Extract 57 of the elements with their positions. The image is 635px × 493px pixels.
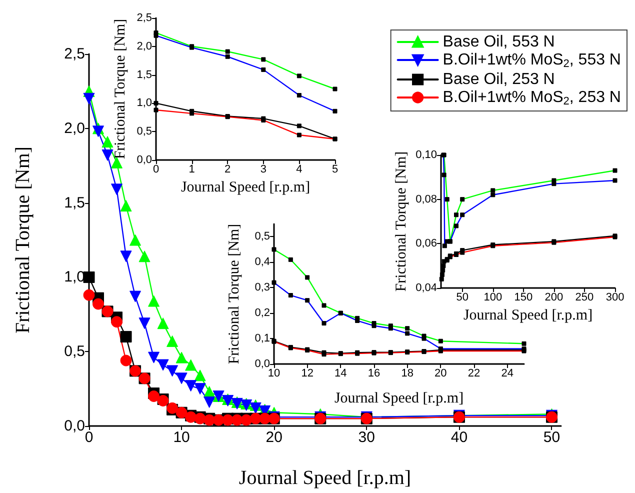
legend-label: Base Oil, 253 N xyxy=(442,71,555,88)
x-tick-label: 16 xyxy=(368,368,380,380)
y-tick-label: 0,5 xyxy=(254,230,270,243)
y-tick-label: 1,5 xyxy=(136,68,152,81)
x-tick-label: 24 xyxy=(501,368,514,380)
y-tick-label: 0,3 xyxy=(254,282,270,294)
x-tick-label: 200 xyxy=(544,292,564,304)
y-tick-label: 0,4 xyxy=(254,256,270,268)
x-tick-label: 10 xyxy=(173,429,190,446)
y-tick-label: 2,0 xyxy=(64,120,85,137)
y-tick-label: 0,0 xyxy=(64,418,85,434)
y-tick-label: 1,0 xyxy=(136,97,152,110)
y-tick-label: 0,5 xyxy=(64,343,85,360)
x-tick-label: 250 xyxy=(575,292,594,304)
x-tick-label: 0 xyxy=(84,429,94,446)
x-tick-label: 40 xyxy=(450,429,468,446)
y-tick-label: 0,2 xyxy=(254,307,270,320)
y-tick-label: 0,0 xyxy=(254,358,270,370)
x-tick-label: 2 xyxy=(224,164,231,176)
x-tick-label: 300 xyxy=(606,292,624,304)
x-tick-label: 0 xyxy=(152,164,160,176)
x-tick-label: 4 xyxy=(296,164,302,176)
x-tick-label: 18 xyxy=(401,368,414,380)
y-tick-label: 2,0 xyxy=(136,40,152,52)
y-tick-label: 1,5 xyxy=(64,194,85,212)
y-axis-title: Frictional Torque [Nm] xyxy=(394,151,410,292)
x-tick-label: 12 xyxy=(301,368,314,380)
y-tick-label: 0,04 xyxy=(416,282,437,294)
y-tick-label: 0,1 xyxy=(254,332,270,345)
x-axis-title: Journal Speed [r.p.m] xyxy=(334,390,464,406)
y-tick-label: 0,10 xyxy=(416,149,437,161)
y-axis-title: Frictional Torque [Nm] xyxy=(12,146,34,334)
x-tick-label: 150 xyxy=(514,292,533,304)
x-axis-title: Journal Speed [r.p.m] xyxy=(238,467,412,489)
y-tick-label: 0,5 xyxy=(136,126,152,138)
x-tick-label: 14 xyxy=(334,368,347,380)
x-axis-title: Journal Speed [r.p.m] xyxy=(463,308,593,324)
x-tick-label: 1 xyxy=(188,164,195,176)
y-tick-label: 2,5 xyxy=(136,12,152,24)
y-axis-title: Frictional Torque [Nm] xyxy=(112,18,128,160)
legend-label: Base Oil, 553 N xyxy=(442,34,555,50)
x-tick-label: 22 xyxy=(468,368,480,380)
x-tick-label: 5 xyxy=(332,164,338,176)
x-tick-label: 3 xyxy=(260,164,266,176)
y-tick-label: 2,5 xyxy=(64,46,85,62)
x-tick-label: 100 xyxy=(484,292,502,304)
x-tick-label: 50 xyxy=(543,429,560,446)
y-tick-label: 0,0 xyxy=(136,154,152,166)
x-tick-label: 20 xyxy=(434,368,447,380)
y-axis-title: Frictional Torque [Nm] xyxy=(226,224,242,364)
x-tick-label: 30 xyxy=(358,429,375,446)
y-tick-label: 0,06 xyxy=(416,238,437,250)
y-tick-label: 0,08 xyxy=(416,193,437,206)
x-tick-label: 20 xyxy=(266,429,282,446)
x-axis-title: Journal Speed [r.p.m] xyxy=(180,180,310,196)
x-tick-label: 10 xyxy=(268,368,280,380)
x-tick-label: 50 xyxy=(456,292,468,304)
